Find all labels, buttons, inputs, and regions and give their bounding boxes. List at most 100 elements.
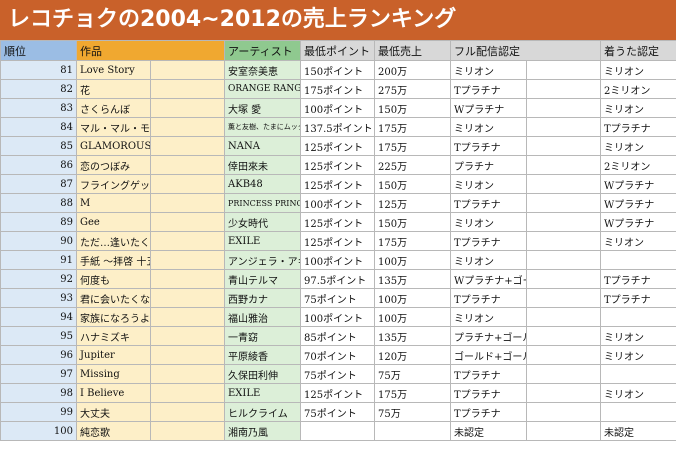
cell-artist: 青山テルマ bbox=[224, 269, 301, 289]
table-body: 81 Love Story 安室奈美恵 150ポイント 200万 ミリオン ミリオン 82 花 O… bbox=[0, 60, 676, 441]
cell-full-cert-spacer bbox=[526, 250, 601, 270]
cell-artist: ORANGE RANGE bbox=[224, 79, 301, 99]
cell-min-points: 100ポイント bbox=[300, 250, 375, 270]
cell-full-cert: Tプラチナ bbox=[450, 231, 527, 251]
cell-song: 君に会いたくなるから bbox=[76, 288, 151, 308]
cell-min-points: 125ポイント bbox=[300, 174, 375, 194]
cell-rank: 89 bbox=[0, 212, 77, 232]
cell-song-spacer bbox=[150, 117, 225, 137]
cell-song: フライングゲット bbox=[76, 174, 151, 194]
cell-min-points: 125ポイント bbox=[300, 383, 375, 403]
cell-artist: EXILE bbox=[224, 231, 301, 251]
table-row: 93君に会いたくなるから西野カナ75ポイント100万TプラチナTプラチナ bbox=[0, 288, 676, 308]
cell-artist: 少女時代 bbox=[224, 212, 301, 232]
cell-min-sales: 100万 bbox=[374, 288, 451, 308]
cell-artist: 大塚 愛 bbox=[224, 98, 301, 118]
cell-full-cert-spacer bbox=[526, 193, 601, 213]
table-row: 86 恋のつぼみ 倖田來未 125ポイント 225万 プラチナ 2ミリオン bbox=[0, 155, 676, 175]
cell-rank: 88 bbox=[0, 193, 77, 213]
cell-rank: 94 bbox=[0, 307, 77, 327]
cell-full-cert: Wプラチナ+ゴールド bbox=[450, 269, 527, 289]
cell-min-sales: 100万 bbox=[374, 307, 451, 327]
cell-full-cert-spacer bbox=[526, 155, 601, 175]
cell-min-points: 70ポイント bbox=[300, 345, 375, 365]
cell-min-points: 100ポイント bbox=[300, 98, 375, 118]
cell-min-points: 175ポイント bbox=[300, 79, 375, 99]
table-row: 98 I Believe EXILE 125ポイント 175万 Tプラチナ ミリオン bbox=[0, 383, 676, 403]
cell-full-cert-spacer bbox=[526, 402, 601, 422]
cell-artist: 薫と友樹、たまにムック。 bbox=[224, 117, 301, 137]
cell-full-cert-spacer bbox=[526, 364, 601, 384]
cell-song: Missing bbox=[76, 364, 151, 384]
cell-artist: NANA bbox=[224, 136, 301, 156]
cell-full-cert-spacer bbox=[526, 174, 601, 194]
cell-song-spacer bbox=[150, 402, 225, 422]
cell-song-spacer bbox=[150, 383, 225, 403]
ranking-table: 順位 作品 アーティスト 最低ポイント 最低売上 フル配信認定 着うた認定 81… bbox=[0, 40, 676, 441]
cell-rank: 87 bbox=[0, 174, 77, 194]
header-song: 作品 bbox=[76, 40, 225, 61]
cell-song-spacer bbox=[150, 79, 225, 99]
cell-artist: 一青窈 bbox=[224, 326, 301, 346]
cell-ringtone-cert: Tプラチナ bbox=[600, 269, 676, 289]
header-ringtone-cert: 着うた認定 bbox=[600, 40, 676, 61]
cell-min-points: 97.5ポイント bbox=[300, 269, 375, 289]
cell-rank: 83 bbox=[0, 98, 77, 118]
cell-full-cert: Tプラチナ bbox=[450, 193, 527, 213]
cell-full-cert: ミリオン bbox=[450, 307, 527, 327]
cell-min-sales: 150万 bbox=[374, 174, 451, 194]
cell-ringtone-cert bbox=[600, 402, 676, 422]
table-row: 82 花 ORANGE RANGE 175ポイント 275万 Tプラチナ 2ミリオン bbox=[0, 79, 676, 99]
cell-song: ただ…逢いたくて bbox=[76, 231, 151, 251]
cell-ringtone-cert: Wプラチナ bbox=[600, 193, 676, 213]
cell-min-sales: 225万 bbox=[374, 155, 451, 175]
cell-min-sales: 135万 bbox=[374, 269, 451, 289]
cell-song: さくらんぼ bbox=[76, 98, 151, 118]
table-row: 99 大丈夫 ヒルクライム 75ポイント 75万 Tプラチナ bbox=[0, 402, 676, 422]
cell-full-cert: Tプラチナ bbox=[450, 383, 527, 403]
cell-full-cert: Wプラチナ bbox=[450, 98, 527, 118]
cell-artist: アンジェラ・アキ bbox=[224, 250, 301, 270]
cell-full-cert: ミリオン bbox=[450, 212, 527, 232]
page-title: レコチョクの2004~2012の売上ランキング bbox=[0, 0, 676, 40]
cell-full-cert: 未認定 bbox=[450, 421, 527, 441]
cell-min-points bbox=[300, 421, 375, 441]
cell-artist: 久保田利伸 bbox=[224, 364, 301, 384]
cell-artist: 安室奈美恵 bbox=[224, 60, 301, 80]
cell-min-sales: 75万 bbox=[374, 402, 451, 422]
cell-artist: 湘南乃風 bbox=[224, 421, 301, 441]
cell-ringtone-cert: ミリオン bbox=[600, 345, 676, 365]
cell-ringtone-cert: Wプラチナ bbox=[600, 174, 676, 194]
cell-song-spacer bbox=[150, 326, 225, 346]
cell-full-cert-spacer bbox=[526, 307, 601, 327]
cell-rank: 85 bbox=[0, 136, 77, 156]
header-artist: アーティスト bbox=[224, 40, 301, 61]
cell-ringtone-cert: 未認定 bbox=[600, 421, 676, 441]
cell-min-sales: 120万 bbox=[374, 345, 451, 365]
cell-min-points: 75ポイント bbox=[300, 402, 375, 422]
cell-ringtone-cert bbox=[600, 307, 676, 327]
cell-full-cert-spacer bbox=[526, 421, 601, 441]
cell-full-cert-spacer bbox=[526, 383, 601, 403]
cell-full-cert: Tプラチナ bbox=[450, 288, 527, 308]
table-row: 83 さくらんぼ 大塚 愛 100ポイント 150万 Wプラチナ ミリオン bbox=[0, 98, 676, 118]
cell-ringtone-cert bbox=[600, 364, 676, 384]
table-row: 100 純恋歌 湘南乃風 未認定 未認定 bbox=[0, 421, 676, 441]
cell-song-spacer bbox=[150, 212, 225, 232]
cell-min-sales: 175万 bbox=[374, 383, 451, 403]
cell-min-points: 100ポイント bbox=[300, 307, 375, 327]
cell-full-cert-spacer bbox=[526, 231, 601, 251]
cell-song: 何度も bbox=[76, 269, 151, 289]
table-row: 88M PRINCESS PRINCESS100ポイント125万Tプラチナ Wプラチ… bbox=[0, 193, 676, 213]
cell-full-cert: Tプラチナ bbox=[450, 79, 527, 99]
cell-ringtone-cert: ミリオン bbox=[600, 60, 676, 80]
cell-min-points: 125ポイント bbox=[300, 212, 375, 232]
cell-artist: AKB48 bbox=[224, 174, 301, 194]
cell-song-spacer bbox=[150, 193, 225, 213]
table-row: 81 Love Story 安室奈美恵 150ポイント 200万 ミリオン ミリオン bbox=[0, 60, 676, 80]
